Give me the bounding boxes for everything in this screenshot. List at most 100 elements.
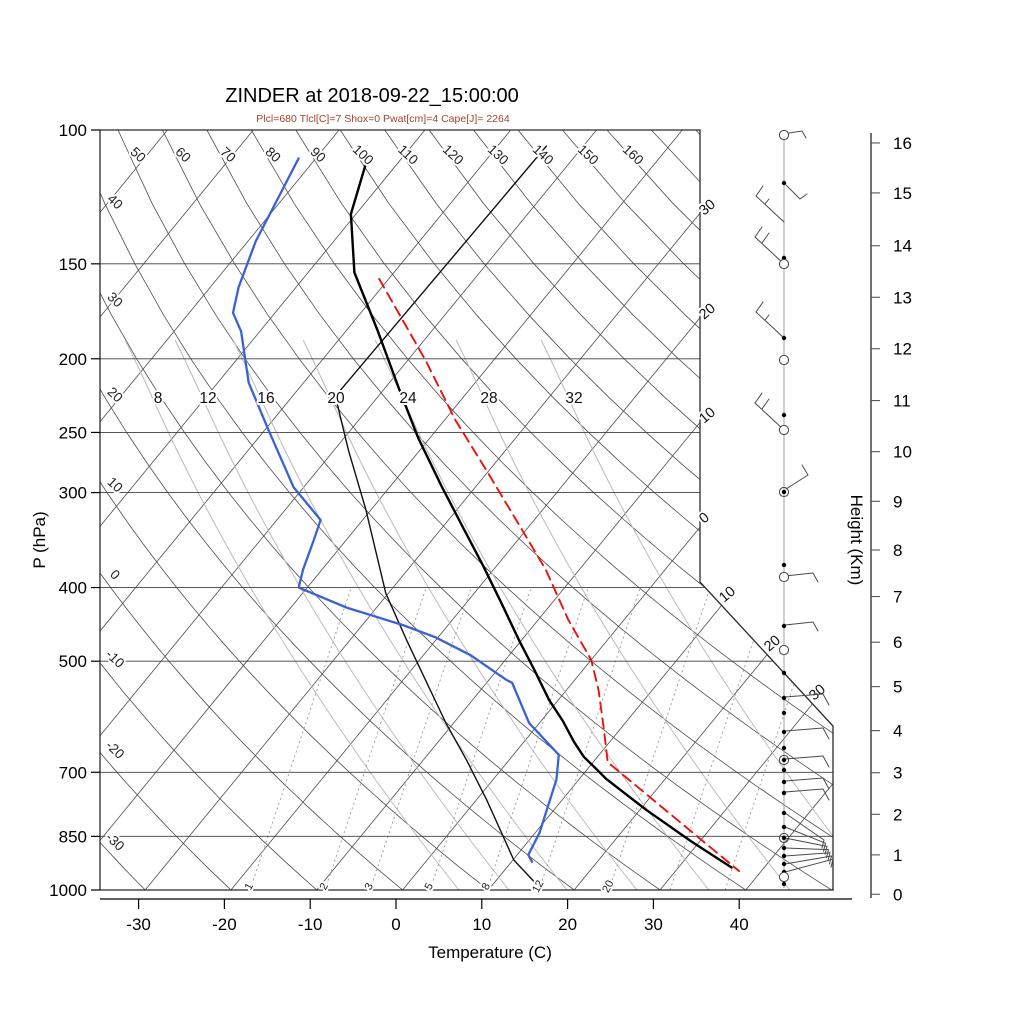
moist-adiabat-line [374, 339, 710, 890]
wind-barb [785, 474, 809, 490]
dry-adiabat-label-left: -10 [103, 647, 128, 671]
temperature-tick-label: -10 [298, 915, 323, 934]
dry-adiabat-label-top: 160 [620, 142, 647, 168]
barb-level-dot [781, 670, 787, 676]
moist-adiabat-line [302, 339, 638, 890]
wind-barb [801, 130, 807, 139]
pressure-tick-label: 850 [59, 827, 87, 846]
isotherm-line [100, 130, 512, 890]
moist-adiabat-label: 8 [154, 390, 163, 407]
wind-barb [822, 727, 830, 740]
temperature-tick-label: 40 [730, 915, 749, 934]
wind-barb [755, 311, 785, 339]
wind-barb [784, 855, 832, 865]
dry-adiabat-label-left: -20 [103, 738, 128, 762]
dry-adiabat-label-top: 140 [530, 142, 557, 168]
mixing-ratio-line [724, 587, 827, 890]
plot-border [99, 129, 834, 891]
mixing-ratio-line [249, 587, 352, 890]
dry-adiabat-line [517, 130, 833, 890]
barb-level-dot [781, 335, 787, 341]
wind-barb [764, 198, 770, 205]
barb-level-dot [781, 824, 787, 830]
barb-level-dot [781, 489, 787, 495]
dry-adiabat-label-top: 60 [172, 144, 193, 165]
height-tick-label: 15 [893, 184, 912, 203]
dry-adiabat-label-top: 50 [127, 144, 148, 165]
isotherm-line [100, 130, 426, 890]
pressure-tick-label: 100 [59, 121, 87, 140]
wind-barb [784, 837, 828, 847]
height-tick-label: 6 [893, 633, 902, 652]
height-tick-label: 16 [893, 134, 912, 153]
dry-adiabat-line [428, 130, 833, 890]
wind-barb [755, 185, 764, 197]
wind-barb [784, 755, 824, 760]
barb-level-dot [781, 729, 787, 735]
temperature-axis-title: Temperature (C) [428, 943, 552, 962]
barb-level-dot [781, 881, 787, 887]
barb-level-dot [781, 745, 787, 751]
dry-adiabat-label-top: 70 [217, 144, 238, 165]
barb-level-dot [781, 845, 787, 851]
wind-barb [784, 727, 824, 732]
mixing-ratio-line [429, 587, 532, 890]
barb-level-dot [781, 757, 787, 763]
dry-adiabat-line [250, 130, 833, 890]
wind-barb [822, 777, 830, 790]
wind-barb [826, 849, 829, 859]
wind-barb [755, 195, 785, 223]
dry-adiabat-label-left: -30 [103, 830, 128, 854]
dry-adiabat-label-top: 100 [350, 142, 377, 168]
barb-level-dot [781, 861, 787, 867]
barb-level-circle [778, 754, 790, 766]
dry-adiabat-label-left: 0 [107, 567, 123, 583]
height-tick-label: 0 [893, 885, 902, 904]
dry-adiabat-label-top: 80 [262, 144, 283, 165]
barb-level-dot [781, 710, 787, 716]
pressure-axis-title: P (hPa) [30, 511, 49, 568]
height-axis-title: Height (Km) [847, 495, 866, 586]
dry-adiabat-line [100, 130, 771, 890]
dry-adiabat-line [100, 130, 336, 890]
mixing-ratio-line [669, 587, 772, 890]
height-tick-label: 10 [893, 443, 912, 462]
barb-level-dot [781, 790, 787, 796]
mixing-ratio-line [324, 587, 427, 890]
wind-barb [801, 464, 809, 476]
temperature-profile-line [349, 160, 733, 869]
wind-barb [822, 755, 830, 768]
moist-adiabat-line [124, 339, 460, 890]
dry-adiabat-line [100, 130, 249, 890]
dry-adiabat-line [100, 130, 684, 890]
wind-barb [812, 572, 819, 583]
wind-barb [784, 858, 834, 873]
temperature-tick-label: -20 [212, 915, 237, 934]
height-tick-label: 5 [893, 678, 902, 697]
wind-barb [821, 839, 825, 849]
pressure-tick-label: 700 [59, 763, 87, 782]
wind-barb [784, 777, 824, 782]
isotherm-line [567, 130, 833, 890]
temperature-tick-label: 10 [472, 915, 491, 934]
dry-adiabat-label-top: 130 [485, 142, 512, 168]
temperature-tick-label: 0 [391, 915, 400, 934]
dry-adiabat-label-top: 110 [395, 142, 421, 168]
isotherm-line [100, 130, 597, 890]
barb-level-dot [781, 695, 787, 701]
height-tick-label: 12 [893, 340, 912, 359]
pressure-tick-label: 300 [59, 484, 87, 503]
mixing-ratio-line [369, 587, 472, 890]
isotherm-line [100, 130, 254, 890]
isotherm-label-right: 0 [696, 510, 712, 527]
barb-level-dot [781, 623, 787, 629]
wind-barb [830, 858, 834, 868]
wind-barb [754, 226, 763, 238]
wind-barb [799, 193, 808, 200]
dry-adiabat-line [162, 130, 833, 890]
barb-level-circle [778, 129, 790, 141]
barb-level-dot [781, 562, 787, 568]
moist-adiabat-line [232, 339, 568, 890]
dry-adiabat-label-top: 120 [440, 142, 467, 168]
